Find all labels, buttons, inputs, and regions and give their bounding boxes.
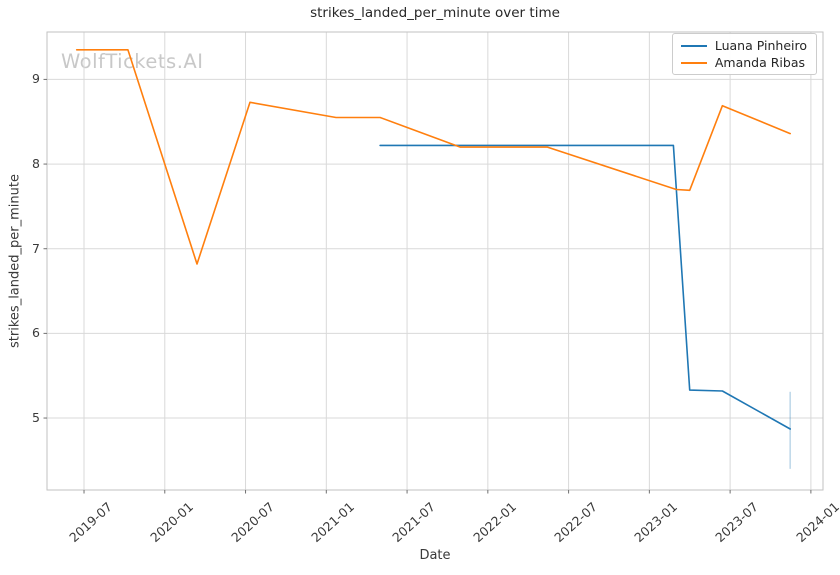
tick-marks: [43, 78, 812, 494]
series-line: [75, 48, 792, 265]
legend-swatch-line: [680, 61, 707, 64]
legend-item: Luana Pinheiro: [680, 37, 807, 54]
chart-title: strikes_landed_per_minute over time: [310, 5, 560, 21]
series-luana-pinheiro: [379, 144, 792, 430]
legend-swatch-line: [680, 44, 707, 47]
series-line: [379, 144, 792, 430]
gridlines: [47, 32, 823, 490]
legend: Luana Pinheiro Amanda Ribas: [671, 33, 817, 75]
y-axis-label: strikes_landed_per_minute: [7, 174, 23, 348]
legend-item: Amanda Ribas: [680, 54, 807, 71]
legend-item-label: Amanda Ribas: [714, 55, 806, 70]
plot-border: [46, 31, 824, 491]
series-amanda-ribas: [75, 48, 792, 265]
plot-spines: [46, 31, 824, 491]
legend-item-label: Luana Pinheiro: [714, 38, 807, 53]
x-axis-label: Date: [419, 548, 451, 563]
